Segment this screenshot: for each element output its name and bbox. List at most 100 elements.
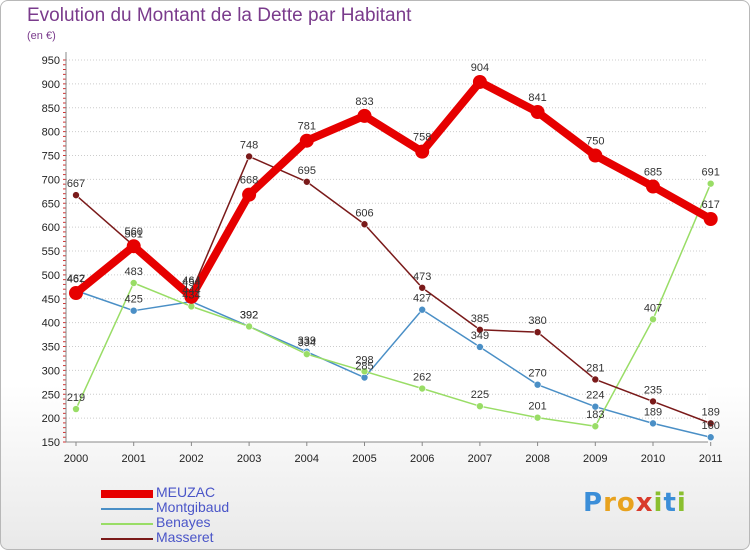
data-label-montgibaud: 285	[355, 361, 373, 373]
data-label-montgibaud: 392	[240, 309, 258, 321]
data-label-meuzac: 560	[125, 226, 143, 238]
x-tick-label: 2008	[525, 453, 549, 465]
x-tick-label: 2009	[583, 453, 607, 465]
data-point-montgibaud	[649, 419, 657, 428]
data-point-masseret	[649, 397, 657, 406]
data-point-meuzac	[530, 105, 545, 120]
data-label-meuzac: 833	[355, 96, 373, 108]
data-point-montgibaud	[533, 380, 542, 389]
data-point-meuzac	[126, 239, 141, 254]
legend-swatch	[101, 523, 153, 525]
x-tick-label: 2004	[295, 453, 319, 465]
data-point-benayes	[302, 350, 311, 358]
y-tick-label: 300	[42, 365, 60, 377]
data-label-benayes: 691	[702, 167, 720, 179]
data-label-benayes: 298	[355, 354, 373, 366]
data-label-masseret: 281	[586, 362, 604, 374]
data-point-benayes	[649, 315, 657, 324]
y-tick-label: 850	[42, 103, 60, 115]
data-point-masseret	[418, 283, 427, 292]
data-point-montgibaud	[129, 306, 138, 315]
data-label-benayes: 183	[586, 409, 604, 421]
data-point-benayes	[360, 367, 369, 376]
data-label-meuzac: 758	[413, 132, 431, 144]
data-point-meuzac	[415, 144, 430, 159]
data-label-meuzac: 617	[702, 199, 720, 211]
logo-letter: o	[616, 488, 636, 518]
data-point-masseret	[476, 325, 484, 334]
logo-letter: i	[653, 488, 664, 518]
data-label-benayes: 434	[182, 289, 200, 301]
data-label-benayes: 225	[471, 389, 489, 401]
legend-label: Montgibaud	[156, 499, 230, 515]
x-tick-label: 2003	[237, 453, 261, 465]
y-tick-label: 200	[42, 413, 60, 425]
data-point-benayes	[418, 384, 427, 393]
data-point-benayes	[706, 179, 715, 188]
data-label-montgibaud: 160	[702, 420, 720, 432]
legend-label: Benayes	[156, 514, 211, 530]
x-tick-label: 2007	[468, 453, 492, 465]
logo-letter: i	[676, 488, 687, 518]
data-label-meuzac: 904	[471, 62, 489, 74]
legend-swatch	[101, 508, 153, 510]
data-point-montgibaud	[476, 343, 484, 351]
x-tick-label: 2011	[699, 453, 723, 465]
data-point-masseret	[245, 152, 253, 161]
data-point-benayes	[72, 405, 80, 413]
y-tick-label: 900	[42, 79, 60, 91]
data-label-masseret: 695	[298, 165, 316, 177]
data-point-masseret	[302, 177, 311, 186]
data-label-meuzac: 685	[644, 167, 662, 179]
chart-title: Evolution du Montant de la Dette par Hab…	[27, 5, 412, 26]
data-point-meuzac	[242, 187, 257, 202]
series-line-meuzac	[72, 77, 715, 301]
data-point-meuzac	[472, 74, 487, 89]
legend-swatch	[101, 538, 153, 540]
y-tick-label: 750	[42, 151, 60, 163]
data-label-benayes: 483	[125, 266, 143, 278]
y-tick-label: 650	[42, 198, 60, 210]
data-label-montgibaud: 349	[471, 330, 489, 342]
data-label-masseret: 667	[67, 178, 85, 190]
data-point-benayes	[533, 413, 542, 422]
data-point-masseret	[360, 220, 369, 229]
data-label-meuzac: 781	[298, 121, 316, 133]
series-line-benayes	[75, 182, 712, 427]
data-label-montgibaud: 189	[644, 406, 662, 418]
data-point-meuzac	[646, 179, 660, 194]
data-label-masseret: 189	[702, 406, 720, 418]
data-label-benayes: 262	[413, 372, 431, 384]
y-tick-label: 800	[42, 127, 60, 139]
y-tick-label: 500	[42, 270, 60, 282]
data-point-meuzac	[357, 108, 372, 123]
x-tick-label: 2000	[64, 453, 88, 465]
data-label-montgibaud: 339	[298, 335, 316, 347]
logo-letter: r	[603, 488, 617, 518]
data-point-meuzac	[299, 133, 314, 148]
data-label-meuzac: 841	[528, 92, 546, 104]
data-point-montgibaud	[591, 402, 600, 411]
y-tick-label: 400	[42, 318, 60, 330]
chart-subtitle: (en €)	[27, 30, 56, 42]
logo-letter: x	[635, 488, 654, 518]
plot-area	[66, 52, 708, 442]
x-tick-label: 2001	[121, 453, 145, 465]
data-point-masseret	[533, 328, 542, 336]
data-point-meuzac	[588, 148, 603, 163]
y-tick-label: 700	[42, 174, 60, 186]
x-tick-label: 2006	[410, 453, 434, 465]
logo-letter: t	[663, 488, 677, 518]
y-tick-label: 950	[42, 55, 60, 67]
data-label-masseret: 385	[471, 313, 489, 325]
data-label-montgibaud: 444	[182, 285, 200, 297]
data-point-benayes	[591, 422, 600, 431]
data-point-benayes	[245, 322, 253, 331]
data-label-masseret: 606	[355, 207, 373, 219]
y-tick-label: 450	[42, 294, 60, 306]
data-point-meuzac	[69, 286, 83, 301]
legend-swatch	[101, 490, 153, 498]
data-label-benayes: 219	[67, 392, 85, 404]
